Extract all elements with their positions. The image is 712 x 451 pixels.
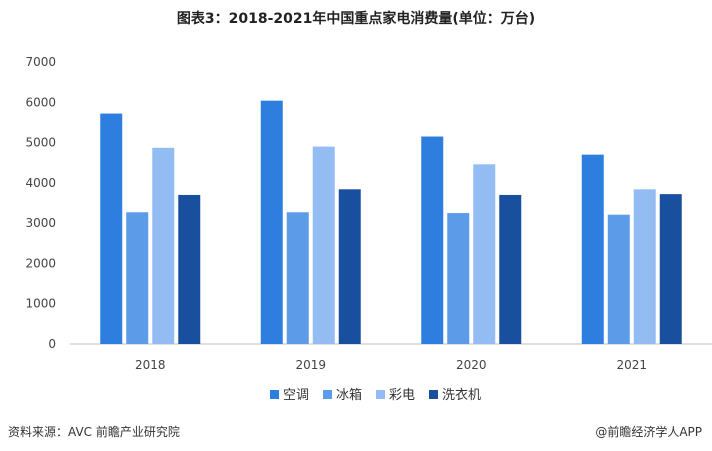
y-tick-label: 0 <box>48 337 56 351</box>
legend-swatch-洗衣机 <box>429 390 438 399</box>
bar-2021-空调 <box>581 154 604 344</box>
legend-swatch-冰箱 <box>323 390 332 399</box>
bar-2018-洗衣机 <box>178 194 201 344</box>
bar-2018-彩电 <box>152 147 175 344</box>
footer-source: 资料来源：AVC 前瞻产业研究院 <box>8 425 180 439</box>
y-tick-label: 6000 <box>25 95 56 109</box>
x-axis-ticks: 2018 2019 2020 2021 <box>135 358 647 372</box>
bar-2019-冰箱 <box>286 212 309 344</box>
legend-label: 空调 <box>283 388 309 403</box>
bar-2020-空调 <box>421 136 444 344</box>
bars-group <box>100 100 682 345</box>
y-tick-label: 4000 <box>25 176 56 190</box>
bar-2020-洗衣机 <box>499 194 522 344</box>
y-tick-label: 7000 <box>25 55 56 69</box>
bar-2020-彩电 <box>473 164 496 344</box>
bar-2019-空调 <box>260 100 283 344</box>
bar-2020-冰箱 <box>447 213 470 344</box>
bar-2018-冰箱 <box>126 212 149 344</box>
bar-2019-彩电 <box>312 146 335 344</box>
legend-label: 洗衣机 <box>442 387 481 403</box>
legend-label: 彩电 <box>389 388 415 403</box>
legend-swatch-空调 <box>270 390 279 399</box>
bar-2019-洗衣机 <box>338 189 361 344</box>
legend: 空调 冰箱 彩电 洗衣机 <box>270 387 481 403</box>
chart-title: 图表3：2018-2021年中国重点家电消费量(单位：万台) <box>176 11 536 27</box>
y-tick-label: 5000 <box>25 136 56 150</box>
legend-swatch-彩电 <box>376 390 385 399</box>
x-tick-label: 2019 <box>295 358 326 372</box>
x-tick-label: 2020 <box>456 358 487 372</box>
x-tick-label: 2021 <box>616 358 647 372</box>
legend-label: 冰箱 <box>336 387 362 403</box>
y-axis-ticks: 0 1000 2000 3000 4000 5000 6000 7000 <box>25 55 56 351</box>
x-tick-label: 2018 <box>135 358 166 372</box>
bar-2021-彩电 <box>633 189 656 344</box>
footer-credit: @前瞻经济学人APP <box>595 425 702 439</box>
bar-2021-洗衣机 <box>659 194 682 344</box>
y-tick-label: 1000 <box>25 297 56 311</box>
bar-2021-冰箱 <box>607 214 630 344</box>
y-tick-label: 2000 <box>25 256 56 270</box>
bar-2018-空调 <box>100 113 123 345</box>
y-tick-label: 3000 <box>25 216 56 230</box>
